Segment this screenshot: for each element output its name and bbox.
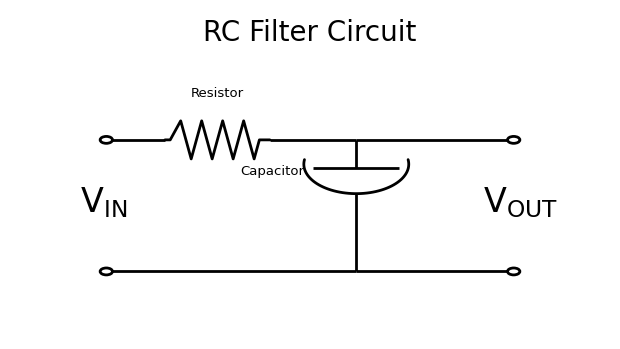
Text: RC Filter Circuit: RC Filter Circuit: [203, 18, 417, 46]
Text: Capacitor: Capacitor: [240, 164, 304, 178]
Text: Resistor: Resistor: [191, 87, 244, 99]
Text: $\mathregular{V_{OUT}}$: $\mathregular{V_{OUT}}$: [482, 185, 557, 220]
Text: $\mathregular{V_{IN}}$: $\mathregular{V_{IN}}$: [79, 185, 127, 220]
